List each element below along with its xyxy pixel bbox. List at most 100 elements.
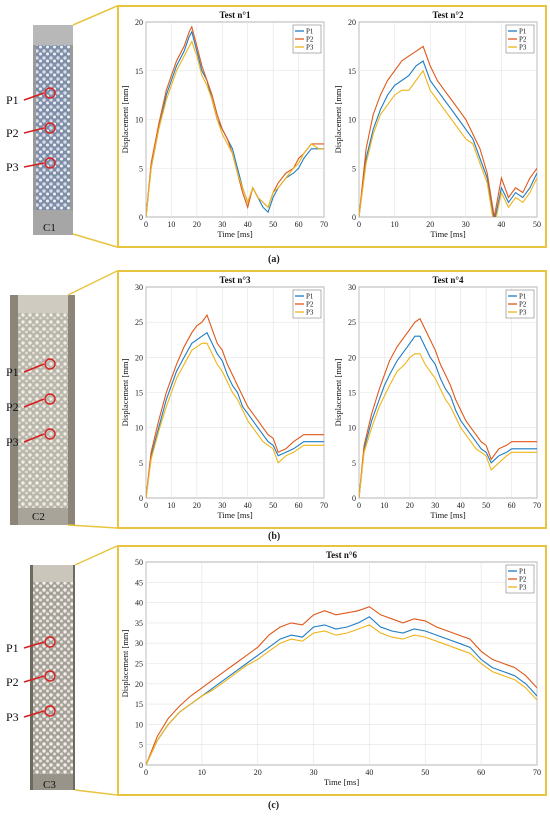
specimen-photo-c1 — [33, 25, 73, 235]
c2-p3-label: P3 — [6, 435, 19, 449]
y-tick-label: 15 — [348, 389, 356, 398]
x-axis-label: Time [ms] — [430, 229, 466, 239]
legend-label-p2: P2 — [519, 301, 527, 309]
x-tick-label: 0 — [357, 501, 361, 510]
x-tick-label: 30 — [218, 501, 226, 510]
y-tick-label: 0 — [139, 761, 143, 770]
x-tick-label: 20 — [193, 501, 201, 510]
legend-label-p2: P2 — [306, 301, 314, 309]
x-tick-label: 40 — [497, 220, 505, 229]
legend-label-p2: P2 — [519, 576, 527, 584]
legend-label-p3: P3 — [306, 309, 314, 317]
legend-label-p3: P3 — [519, 584, 527, 592]
series-line-p1 — [146, 30, 324, 217]
c3-p1-label: P1 — [6, 641, 19, 655]
y-tick-label: 20 — [135, 353, 143, 362]
y-tick-label: 5 — [352, 164, 356, 173]
series-line-p3 — [146, 40, 324, 217]
chart-title: Test n°2 — [432, 10, 464, 20]
y-tick-label: 15 — [135, 389, 143, 398]
series-line-p3 — [146, 342, 324, 498]
y-tick-label: 5 — [139, 164, 143, 173]
x-tick-label: 20 — [406, 501, 414, 510]
x-tick-label: 50 — [533, 220, 541, 229]
x-tick-label: 50 — [269, 220, 277, 229]
y-tick-label: 25 — [348, 318, 356, 327]
markers-c2 — [23, 358, 56, 443]
c1-p3-label: P3 — [6, 160, 19, 174]
c2-p2-label: P2 — [6, 400, 19, 414]
x-tick-label: 60 — [477, 768, 485, 777]
chart-test-1: 0 10 20 30 40 50 60 70 0 5 10 15 20 Test n°1 Time [ms]… — [120, 10, 328, 239]
y-tick-label: 15 — [348, 67, 356, 76]
y-tick-label: 0 — [139, 494, 143, 503]
series-line-p3 — [359, 69, 537, 217]
chart-test-4: 0 10 20 30 40 50 60 70 0 5 10 15 20 25 30 Test n°4 Time … — [333, 275, 541, 520]
y-tick-label: 20 — [348, 18, 356, 27]
legend-label-p2: P2 — [306, 36, 314, 44]
series-line-p1 — [146, 616, 537, 765]
x-tick-label: 60 — [508, 501, 516, 510]
x-tick-label: 50 — [269, 501, 277, 510]
y-tick-label: 5 — [139, 459, 143, 468]
x-tick-label: 0 — [144, 220, 148, 229]
x-axis-label: Time [ms] — [217, 510, 253, 520]
y-tick-label: 10 — [135, 424, 143, 433]
x-tick-label: 20 — [426, 220, 434, 229]
x-tick-label: 40 — [457, 501, 465, 510]
legend-label-p1: P1 — [519, 293, 527, 301]
y-tick-label: 40 — [135, 599, 143, 608]
caption-b: (b) — [268, 531, 281, 542]
c1-p1-label: P1 — [6, 93, 19, 107]
y-tick-label: 30 — [135, 283, 143, 292]
series-line-p1 — [359, 335, 537, 498]
x-tick-label: 10 — [391, 220, 399, 229]
x-tick-label: 10 — [380, 501, 388, 510]
x-tick-label: 10 — [167, 220, 175, 229]
x-tick-label: 70 — [320, 220, 328, 229]
c3-label: C3 — [43, 779, 56, 791]
x-tick-label: 20 — [254, 768, 262, 777]
series-line-p1 — [359, 60, 537, 217]
series-line-p2 — [146, 313, 324, 498]
frame-connectors — [67, 5, 118, 796]
y-tick-label: 30 — [135, 639, 143, 648]
x-tick-label: 70 — [533, 768, 541, 777]
c2-label: C2 — [32, 511, 45, 523]
caption-a: (a) — [268, 254, 280, 265]
legend-label-p1: P1 — [519, 28, 527, 36]
legend-label-p1: P1 — [519, 568, 527, 576]
x-tick-label: 40 — [244, 220, 252, 229]
x-tick-label: 50 — [421, 768, 429, 777]
y-tick-label: 0 — [352, 494, 356, 503]
x-tick-label: 0 — [357, 220, 361, 229]
y-tick-label: 0 — [139, 213, 143, 222]
series-line-p2 — [359, 317, 537, 498]
legend-label-p3: P3 — [519, 309, 527, 317]
x-tick-label: 40 — [244, 501, 252, 510]
c3-p3-label: P3 — [6, 710, 19, 724]
chart-title: Test n°3 — [219, 275, 251, 285]
y-axis-label: Displacement [mm] — [333, 85, 343, 153]
legend-label-p2: P2 — [519, 36, 527, 44]
y-axis-label: Displacement [mm] — [120, 358, 130, 426]
y-tick-label: 20 — [135, 18, 143, 27]
series-line-p2 — [146, 606, 537, 765]
y-tick-label: 30 — [348, 283, 356, 292]
legend-label-p3: P3 — [306, 44, 314, 52]
x-axis-label: Time [ms] — [217, 229, 253, 239]
legend-label-p1: P1 — [306, 293, 314, 301]
y-tick-label: 5 — [352, 459, 356, 468]
y-tick-label: 5 — [139, 741, 143, 750]
x-tick-label: 60 — [295, 220, 303, 229]
point-markers — [23, 87, 56, 718]
chart-test-6: 0 10 20 30 40 50 60 70 0 5 10 15 20 25 30 35 40 45 50 Test … — [120, 550, 541, 787]
y-tick-label: 15 — [135, 67, 143, 76]
x-tick-label: 30 — [462, 220, 470, 229]
y-tick-label: 10 — [348, 424, 356, 433]
specimen-photo-c3 — [30, 565, 75, 790]
y-tick-label: 10 — [135, 116, 143, 125]
x-tick-label: 10 — [198, 768, 206, 777]
x-tick-label: 20 — [193, 220, 201, 229]
chart-title: Test n°4 — [432, 275, 464, 285]
